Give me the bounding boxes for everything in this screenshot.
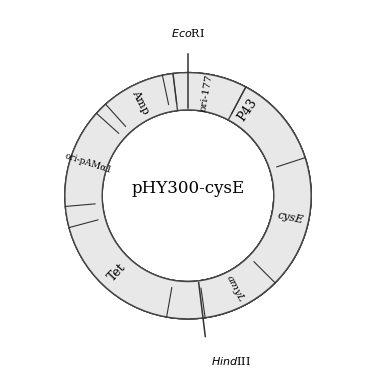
Polygon shape: [65, 73, 311, 319]
Polygon shape: [65, 73, 311, 319]
Text: amyL: amyL: [225, 274, 246, 304]
Text: Tet: Tet: [105, 260, 128, 284]
Text: ori-177: ori-177: [199, 73, 214, 112]
Text: pHY300-cysE: pHY300-cysE: [131, 180, 245, 197]
Text: Amp: Amp: [130, 89, 151, 116]
Polygon shape: [65, 73, 311, 319]
Text: P43: P43: [236, 96, 260, 124]
Polygon shape: [200, 257, 275, 318]
Text: $\it{Hind}$III: $\it{Hind}$III: [211, 355, 251, 367]
Text: cysE: cysE: [276, 210, 304, 225]
Text: ori-pAMα1: ori-pAMα1: [64, 152, 113, 175]
Polygon shape: [65, 73, 311, 319]
Text: $\it{Eco}$RI: $\it{Eco}$RI: [171, 27, 205, 39]
Polygon shape: [188, 73, 295, 164]
Polygon shape: [260, 158, 311, 270]
